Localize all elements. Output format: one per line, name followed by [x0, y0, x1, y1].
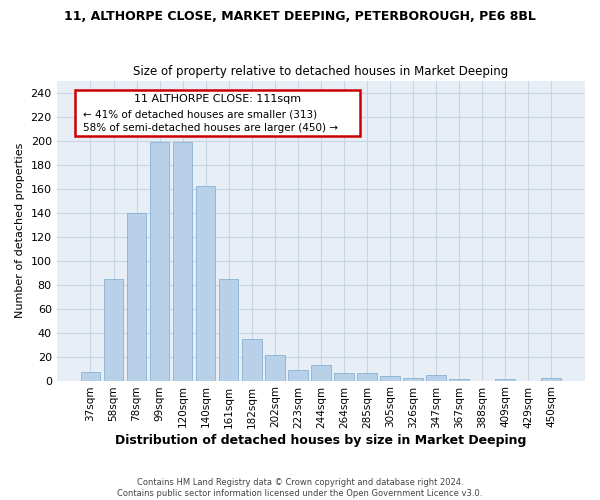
Bar — [288, 370, 308, 380]
Bar — [80, 372, 100, 380]
Bar — [219, 278, 238, 380]
FancyBboxPatch shape — [75, 90, 361, 136]
Text: ← 41% of detached houses are smaller (313): ← 41% of detached houses are smaller (31… — [83, 109, 317, 119]
Bar — [541, 378, 561, 380]
X-axis label: Distribution of detached houses by size in Market Deeping: Distribution of detached houses by size … — [115, 434, 527, 448]
Title: Size of property relative to detached houses in Market Deeping: Size of property relative to detached ho… — [133, 66, 508, 78]
Text: 58% of semi-detached houses are larger (450) →: 58% of semi-detached houses are larger (… — [83, 123, 338, 133]
Bar — [127, 213, 146, 380]
Bar — [242, 338, 262, 380]
Bar — [380, 376, 400, 380]
Bar — [173, 142, 193, 380]
Bar — [196, 186, 215, 380]
Text: 11 ALTHORPE CLOSE: 111sqm: 11 ALTHORPE CLOSE: 111sqm — [134, 94, 301, 104]
Y-axis label: Number of detached properties: Number of detached properties — [15, 143, 25, 318]
Bar — [150, 142, 169, 380]
Bar — [426, 374, 446, 380]
Bar — [311, 365, 331, 380]
Bar — [265, 356, 284, 380]
Bar — [403, 378, 423, 380]
Bar — [357, 374, 377, 380]
Bar — [104, 278, 123, 380]
Text: Contains HM Land Registry data © Crown copyright and database right 2024.
Contai: Contains HM Land Registry data © Crown c… — [118, 478, 482, 498]
Text: 11, ALTHORPE CLOSE, MARKET DEEPING, PETERBOROUGH, PE6 8BL: 11, ALTHORPE CLOSE, MARKET DEEPING, PETE… — [64, 10, 536, 23]
Bar — [334, 374, 353, 380]
